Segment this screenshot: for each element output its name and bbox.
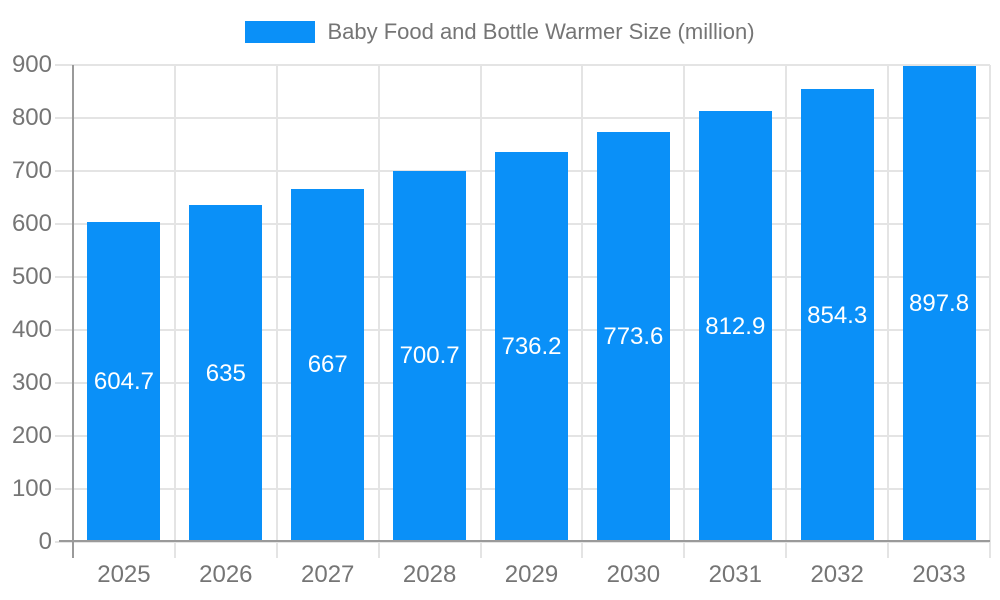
bar-value-label: 736.2 bbox=[501, 332, 562, 360]
bar: 635 bbox=[189, 205, 263, 542]
x-tick-label: 2030 bbox=[606, 561, 661, 588]
legend-label: Baby Food and Bottle Warmer Size (millio… bbox=[327, 19, 755, 44]
gridline-horizontal bbox=[55, 541, 990, 543]
bar-value-label: 812.9 bbox=[705, 312, 766, 340]
x-tick-label: 2027 bbox=[301, 561, 355, 588]
gridline-vertical bbox=[683, 65, 686, 558]
y-tick-label: 200 bbox=[11, 422, 52, 449]
y-tick-label: 300 bbox=[11, 369, 52, 396]
y-tick-label: 0 bbox=[38, 528, 52, 555]
gridline-vertical bbox=[173, 65, 176, 558]
gridline-vertical bbox=[785, 65, 788, 558]
y-tick-label: 900 bbox=[11, 51, 52, 78]
bar: 736.2 bbox=[495, 151, 568, 542]
y-tick-label: 700 bbox=[11, 157, 52, 184]
y-tick-label: 800 bbox=[11, 104, 52, 131]
bar-value-label: 604.7 bbox=[93, 367, 154, 395]
bar-value-label: 635 bbox=[205, 359, 246, 387]
bar-value-label: 897.8 bbox=[909, 290, 970, 318]
y-axis-line bbox=[72, 65, 74, 558]
gridline-vertical bbox=[581, 65, 584, 558]
bar: 604.7 bbox=[87, 221, 161, 542]
y-tick-label: 400 bbox=[11, 316, 52, 343]
y-tick-label: 600 bbox=[11, 210, 52, 237]
gridline-horizontal bbox=[55, 64, 990, 66]
legend: Baby Food and Bottle Warmer Size (millio… bbox=[0, 19, 1000, 45]
bar: 854.3 bbox=[800, 89, 874, 542]
bar-value-label: 854.3 bbox=[807, 301, 868, 329]
bar-value-label: 667 bbox=[307, 351, 348, 379]
gridline-vertical bbox=[887, 65, 890, 558]
bar: 897.8 bbox=[902, 66, 976, 542]
bar: 773.6 bbox=[596, 132, 670, 542]
gridline-vertical bbox=[479, 65, 482, 558]
x-axis-line bbox=[59, 540, 990, 542]
x-tick-label: 2028 bbox=[402, 561, 457, 588]
bar-value-label: 700.7 bbox=[399, 342, 460, 370]
gridline-vertical bbox=[989, 65, 991, 558]
gridline-horizontal bbox=[55, 117, 990, 119]
x-tick-label: 2026 bbox=[199, 561, 253, 588]
x-tick-label: 2025 bbox=[97, 561, 151, 588]
gridline-vertical bbox=[275, 65, 278, 558]
bar: 812.9 bbox=[698, 111, 772, 542]
y-tick-label: 500 bbox=[11, 263, 52, 290]
bar: 700.7 bbox=[393, 170, 467, 542]
y-tick-label: 100 bbox=[11, 475, 52, 502]
gridline-vertical bbox=[377, 65, 380, 558]
x-tick-label: 2029 bbox=[504, 561, 559, 588]
x-tick-label: 2031 bbox=[708, 561, 762, 588]
bar-value-label: 773.6 bbox=[603, 323, 664, 350]
plot-area: 604.7 635 667 700.7 736.2 773.6 812.9 854.3 897.… bbox=[55, 64, 991, 558]
legend-swatch bbox=[245, 21, 316, 43]
x-tick-label: 2032 bbox=[810, 561, 864, 588]
bar: 667 bbox=[291, 188, 365, 542]
x-tick-label: 2033 bbox=[912, 561, 966, 588]
